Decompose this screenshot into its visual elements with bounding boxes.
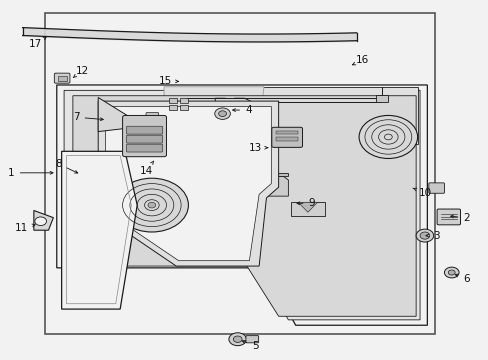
Text: 14: 14 xyxy=(139,161,153,176)
Polygon shape xyxy=(163,87,264,144)
Circle shape xyxy=(447,270,454,275)
Circle shape xyxy=(228,333,246,346)
FancyBboxPatch shape xyxy=(375,95,387,102)
Text: 13: 13 xyxy=(248,143,267,153)
Text: 10: 10 xyxy=(412,188,430,198)
Polygon shape xyxy=(98,98,144,132)
Text: 3: 3 xyxy=(425,231,439,240)
FancyBboxPatch shape xyxy=(180,98,188,103)
Circle shape xyxy=(148,202,156,208)
Polygon shape xyxy=(163,87,417,144)
Polygon shape xyxy=(290,202,325,216)
Polygon shape xyxy=(34,211,53,230)
FancyBboxPatch shape xyxy=(54,73,70,83)
FancyBboxPatch shape xyxy=(146,113,158,121)
Circle shape xyxy=(415,229,433,242)
Text: 11: 11 xyxy=(15,224,35,233)
FancyBboxPatch shape xyxy=(180,105,188,110)
FancyBboxPatch shape xyxy=(271,127,302,147)
FancyBboxPatch shape xyxy=(126,126,162,134)
Text: 9: 9 xyxy=(296,198,314,208)
Text: 7: 7 xyxy=(73,112,103,122)
Text: 16: 16 xyxy=(352,55,368,65)
Polygon shape xyxy=(61,151,137,309)
Polygon shape xyxy=(83,176,288,196)
Polygon shape xyxy=(105,107,271,261)
Polygon shape xyxy=(298,202,317,212)
Text: 2: 2 xyxy=(450,213,468,222)
FancyBboxPatch shape xyxy=(44,13,434,334)
Text: 1: 1 xyxy=(8,168,53,178)
FancyBboxPatch shape xyxy=(126,135,162,143)
Text: 5: 5 xyxy=(242,341,258,351)
Circle shape xyxy=(444,267,458,278)
Circle shape xyxy=(214,108,230,120)
Circle shape xyxy=(233,336,242,342)
Polygon shape xyxy=(73,96,415,316)
Text: 17: 17 xyxy=(29,37,46,49)
FancyBboxPatch shape xyxy=(168,105,177,110)
Polygon shape xyxy=(83,173,288,176)
FancyBboxPatch shape xyxy=(168,98,177,103)
Circle shape xyxy=(35,217,46,226)
Polygon shape xyxy=(98,101,278,266)
Text: 6: 6 xyxy=(454,274,468,284)
FancyBboxPatch shape xyxy=(126,144,162,152)
Text: 4: 4 xyxy=(232,105,251,115)
Circle shape xyxy=(419,232,429,239)
FancyBboxPatch shape xyxy=(428,183,444,193)
FancyBboxPatch shape xyxy=(58,76,66,81)
FancyBboxPatch shape xyxy=(276,131,298,134)
FancyBboxPatch shape xyxy=(276,137,298,140)
Circle shape xyxy=(115,178,188,232)
FancyBboxPatch shape xyxy=(122,116,166,157)
Polygon shape xyxy=(57,85,427,325)
FancyBboxPatch shape xyxy=(436,209,460,225)
Circle shape xyxy=(358,116,417,158)
Circle shape xyxy=(218,111,226,117)
FancyBboxPatch shape xyxy=(245,336,258,343)
Text: 12: 12 xyxy=(73,66,89,77)
Text: 8: 8 xyxy=(55,159,78,173)
Polygon shape xyxy=(64,90,419,320)
Text: 15: 15 xyxy=(159,76,178,86)
